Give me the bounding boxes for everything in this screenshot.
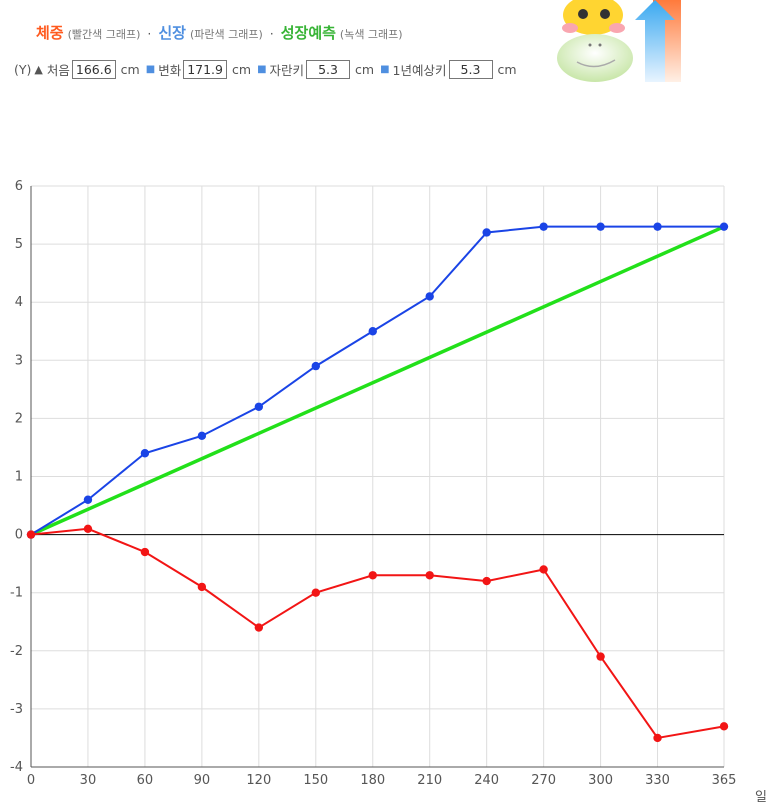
- y-tick-label: 1: [15, 470, 23, 485]
- weight-data-point: [425, 571, 434, 580]
- weight-legend-label: 체중: [36, 24, 64, 42]
- initial-label: 처음: [46, 63, 70, 78]
- growth-legend-note: (녹색 그래프): [339, 28, 403, 41]
- x-tick-label: 365: [712, 773, 737, 788]
- height-data-point: [140, 449, 150, 458]
- weight-data-point: [482, 576, 491, 586]
- height-data-point: [596, 222, 605, 231]
- weight-data-point: [83, 524, 93, 533]
- height-data-point: [719, 222, 729, 231]
- y-tick-label: 3: [15, 353, 23, 368]
- legend-separator: ·: [147, 26, 152, 41]
- initial-unit: cm: [120, 62, 140, 77]
- weight-data-point: [539, 565, 548, 574]
- weight-data-point: [368, 571, 377, 580]
- chart-series: [26, 222, 729, 743]
- growth-series-line: [30, 225, 725, 537]
- x-tick-label: 300: [588, 773, 613, 788]
- weight-data-point: [197, 582, 207, 592]
- height-data-point: [254, 402, 264, 411]
- y-tick-label: 6: [15, 179, 23, 194]
- height-legend-note: (파란색 그래프): [189, 28, 263, 41]
- y-tick-label: 2: [15, 411, 23, 426]
- y-tick-label: 0: [15, 528, 23, 543]
- chart-grid: [30, 185, 725, 768]
- y-tick-label: -4: [10, 760, 23, 775]
- height-data-point: [197, 431, 207, 441]
- weight-data-point: [140, 547, 150, 557]
- y-axis: 6 5 4 3 2 1 0 -1 -2 -3 -4: [10, 179, 23, 775]
- x-tick-label: 120: [246, 773, 271, 788]
- tree-icon: ▲: [34, 63, 43, 76]
- weight-data-point: [719, 722, 729, 731]
- x-tick-label: 90: [194, 773, 211, 788]
- weight-data-point: [311, 588, 320, 597]
- bullet-icon: ■: [380, 64, 390, 75]
- height-data-point: [368, 327, 377, 336]
- x-axis-unit-label: 일: [755, 790, 767, 805]
- x-tick-label: 240: [474, 773, 499, 788]
- grown-height-field[interactable]: 5.3: [306, 60, 351, 79]
- bullet-icon: ■: [257, 64, 267, 75]
- y-tick-label: -3: [10, 702, 23, 717]
- height-data-point: [425, 292, 434, 301]
- x-tick-label: 270: [531, 773, 556, 788]
- weight-data-point: [653, 733, 662, 743]
- y-tick-label: -2: [10, 644, 23, 659]
- change-unit: cm: [232, 62, 252, 77]
- y-axis-label: (Y): [14, 62, 32, 77]
- change-label: 변화: [158, 63, 182, 78]
- height-form: (Y) ▲ 처음 166.6 cm ■ 변화 171.9 cm ■ 자란키 5.…: [14, 60, 517, 79]
- weight-data-point: [254, 623, 264, 632]
- height-legend-label: 신장: [158, 24, 186, 42]
- bullet-icon: ■: [145, 64, 156, 75]
- weight-series-line: [30, 527, 725, 740]
- grown-unit: cm: [355, 62, 375, 77]
- legend-separator: ·: [269, 26, 274, 41]
- x-tick-label: 60: [137, 773, 154, 788]
- height-data-point: [653, 222, 662, 231]
- weight-data-point: [26, 530, 36, 539]
- legend-line: 체중 (빨간색 그래프) · 신장 (파란색 그래프) · 성장예측 (녹색 그…: [36, 22, 403, 43]
- expected-height-field[interactable]: 5.3: [448, 60, 493, 79]
- x-axis: 0 30 60 90 120 150 180 210 240 270 300 330 365: [27, 773, 737, 788]
- height-data-point: [83, 495, 93, 504]
- mascot-icon: [557, 0, 681, 82]
- x-tick-label: 0: [27, 773, 35, 788]
- expected-unit: cm: [497, 62, 517, 77]
- x-tick-label: 180: [360, 773, 385, 788]
- growth-legend-label: 성장예측: [280, 24, 336, 42]
- expected-label: 1년예상키: [392, 63, 447, 78]
- weight-data-point: [596, 652, 605, 661]
- x-tick-label: 330: [645, 773, 670, 788]
- y-tick-label: -1: [10, 586, 23, 601]
- height-data-point: [539, 222, 548, 231]
- x-tick-label: 150: [303, 773, 328, 788]
- x-tick-label: 30: [80, 773, 97, 788]
- height-data-point: [482, 228, 491, 237]
- x-tick-label: 210: [417, 773, 442, 788]
- y-tick-label: 4: [15, 295, 23, 310]
- initial-height-field[interactable]: 166.6: [71, 60, 116, 79]
- height-data-point: [311, 361, 320, 371]
- changed-height-field[interactable]: 171.9: [183, 60, 227, 79]
- y-tick-label: 5: [15, 237, 23, 252]
- weight-legend-note: (빨간색 그래프): [67, 28, 141, 41]
- grown-label: 자란키: [269, 63, 305, 78]
- chart-header: 체중 (빨간색 그래프) · 신장 (파란색 그래프) · 성장예측 (녹색 그…: [0, 0, 773, 90]
